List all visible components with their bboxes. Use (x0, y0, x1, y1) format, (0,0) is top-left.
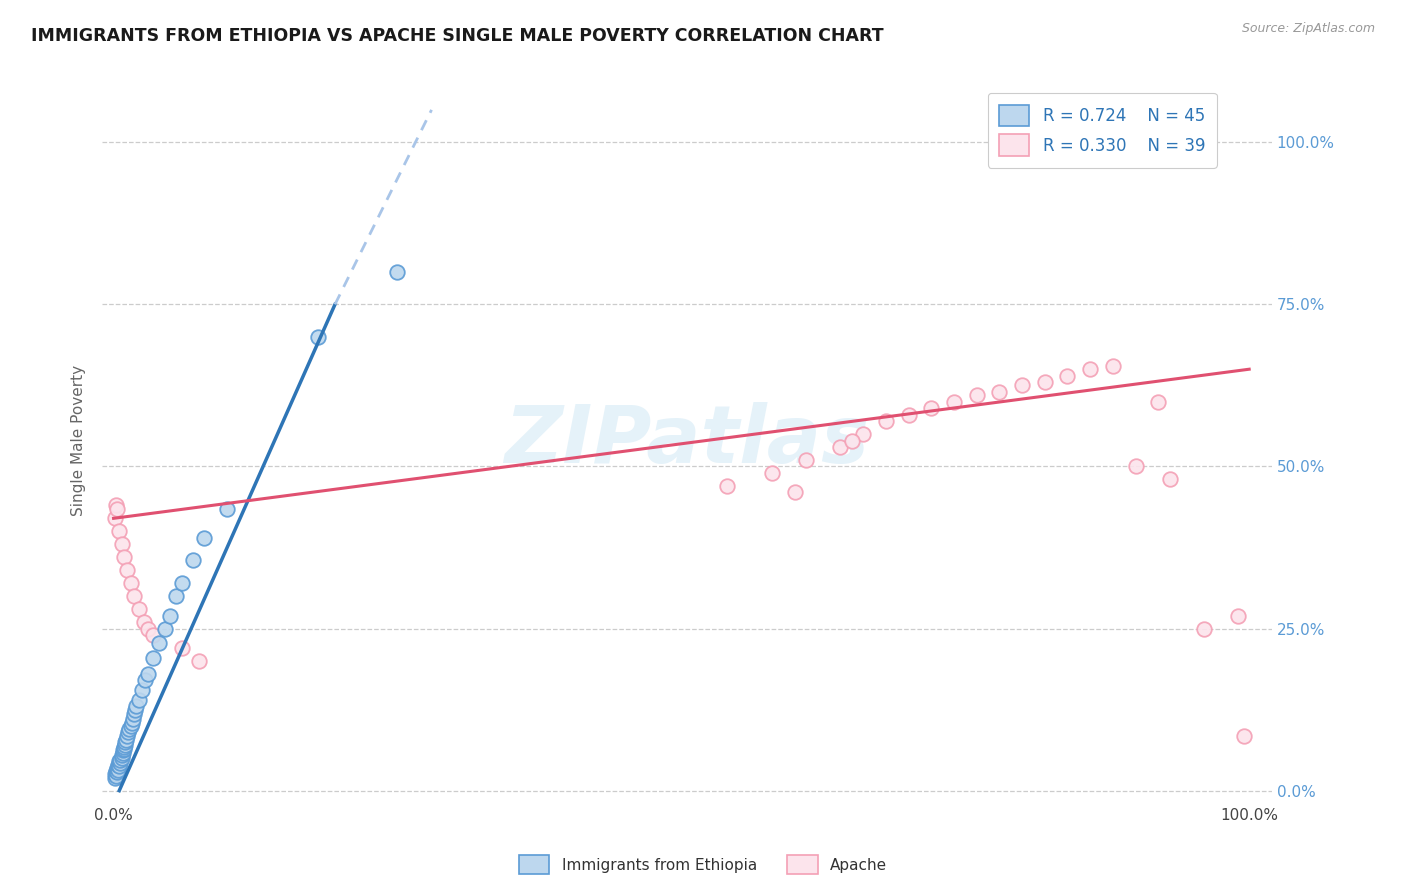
Point (104, 767, 127, 781)
Legend: Immigrants from Ethiopia, Apache: Immigrants from Ethiopia, Apache (513, 849, 893, 880)
Point (122, 707, 145, 722)
Point (165, 589, 187, 603)
Point (187, 654, 209, 668)
Point (1232, 729, 1254, 743)
Point (104, 771, 127, 785)
Point (110, 752, 132, 766)
Point (794, 453, 817, 467)
Point (128, 602, 150, 616)
Point (1125, 459, 1147, 474)
Point (1078, 362, 1101, 376)
Point (1159, 472, 1181, 486)
Point (105, 501, 128, 516)
Point (988, 384, 1011, 399)
Point (121, 715, 143, 730)
Point (118, 722, 141, 736)
Point (217, 501, 239, 516)
Point (830, 440, 852, 454)
Point (112, 741, 135, 756)
Y-axis label: Single Male Poverty: Single Male Poverty (72, 365, 86, 516)
Point (1056, 368, 1078, 383)
Point (122, 589, 145, 603)
Point (170, 576, 193, 591)
Point (134, 673, 156, 688)
Point (117, 725, 139, 739)
Point (1226, 608, 1249, 623)
Point (920, 401, 942, 416)
Point (108, 524, 131, 539)
Point (142, 628, 165, 642)
Point (110, 747, 132, 762)
Point (942, 394, 965, 409)
Point (1147, 394, 1170, 409)
Point (115, 733, 138, 747)
Point (111, 746, 134, 760)
Point (111, 743, 134, 757)
Point (852, 427, 875, 442)
Point (104, 511, 127, 525)
Point (122, 712, 145, 726)
Point (142, 650, 165, 665)
Point (159, 608, 181, 623)
Point (124, 703, 146, 717)
Point (112, 550, 135, 565)
Point (170, 640, 193, 655)
Point (128, 693, 150, 707)
Point (104, 499, 127, 513)
Point (105, 761, 128, 775)
Point (193, 531, 215, 545)
Point (153, 622, 176, 636)
Point (107, 763, 129, 777)
Point (1102, 359, 1125, 373)
Legend: R = 0.724    N = 45, R = 0.330    N = 39: R = 0.724 N = 45, R = 0.330 N = 39 (987, 93, 1216, 168)
Point (875, 414, 897, 428)
Text: ZIPatlas: ZIPatlas (505, 401, 869, 480)
Point (783, 485, 806, 500)
Point (966, 388, 988, 402)
Point (110, 537, 132, 551)
Point (114, 735, 136, 749)
Point (108, 759, 131, 773)
Point (107, 757, 129, 772)
Point (115, 729, 138, 743)
Point (105, 765, 128, 780)
Point (110, 751, 132, 765)
Point (1011, 378, 1033, 392)
Text: IMMIGRANTS FROM ETHIOPIA VS APACHE SINGLE MALE POVERTY CORRELATION CHART: IMMIGRANTS FROM ETHIOPIA VS APACHE SINGL… (31, 27, 883, 45)
Point (114, 738, 136, 752)
Point (134, 615, 156, 629)
Point (761, 466, 783, 480)
Point (125, 699, 148, 714)
Point (841, 434, 863, 448)
Point (110, 756, 132, 771)
Text: Source: ZipAtlas.com: Source: ZipAtlas.com (1241, 22, 1375, 36)
Point (136, 622, 159, 636)
Point (104, 769, 127, 783)
Point (148, 636, 170, 650)
Point (897, 408, 920, 422)
Point (112, 739, 135, 754)
Point (1192, 622, 1215, 636)
Point (716, 479, 738, 493)
Point (108, 755, 131, 769)
Point (136, 667, 159, 681)
Point (307, 330, 329, 344)
Point (104, 764, 127, 779)
Point (120, 719, 142, 733)
Point (1033, 375, 1056, 389)
Point (115, 563, 138, 577)
Point (131, 683, 153, 698)
Point (387, 265, 409, 279)
Point (181, 553, 204, 567)
Point (120, 576, 142, 591)
